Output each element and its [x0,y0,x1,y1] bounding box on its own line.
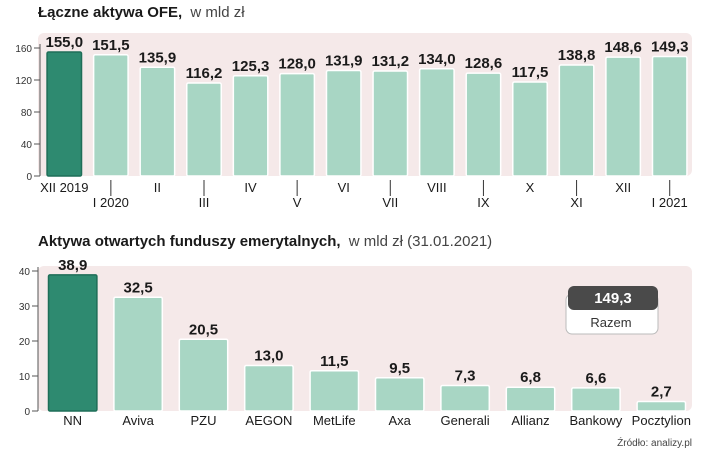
chart2-category-label: PZU [191,413,217,428]
chart1-bar [232,75,269,177]
source-note: Źródło: analizy.pl [617,436,692,449]
chart1-bar [372,70,409,177]
chart2-title-line: Aktywa otwartych funduszy emerytalnych, … [38,233,492,250]
chart2-value-label: 13,0 [254,348,283,365]
chart1-bar [92,54,129,177]
total-label: Razem [590,315,631,330]
chart1-value-label: 117,5 [512,64,549,81]
chart1-bar [186,82,222,177]
chart1-value-label: 148,6 [604,39,642,56]
chart2-ytick: 10 [19,372,31,383]
chart1-value-label: 135,9 [139,49,177,66]
chart1-value-label: 125,3 [232,58,270,75]
chart1-ytick: 0 [26,172,32,183]
chart1-value-label: 151,5 [92,37,130,54]
chart2-category-label: Pocztylion [632,413,691,428]
chart1-category-label: VIII [427,180,447,195]
chart2-category-label: AEGON [245,413,292,428]
chart1-value-label: 116,2 [186,65,223,82]
chart1-ytick: 40 [21,140,33,151]
chart2-category-label: MetLife [313,413,356,428]
chart2-bar [178,338,229,412]
chart2-subtitle: w mld zł (31.01.2021) [348,233,492,250]
total-value: 149,3 [594,290,632,307]
chart1-category-label: I 2021 [652,195,688,210]
chart1-ytick: 120 [15,76,32,87]
chart1-category-label: XI [570,195,582,210]
chart1-bar [418,68,455,177]
chart2-category-label: Axa [388,413,411,428]
chart2-bar [570,387,621,412]
chart2-ytick: 0 [24,407,30,418]
chart1-value-label: 128,6 [465,55,503,72]
chart1-bar [465,72,502,177]
chart1-category-label: VII [382,195,398,210]
chart1-value-label: 155,0 [46,34,84,51]
chart1-value-label: 134,0 [418,51,456,68]
chart2-category-label: Generali [441,413,490,428]
chart2-value-label: 9,5 [389,360,410,377]
chart1-category-label: IX [477,195,490,210]
chart2-bar [374,377,425,412]
chart2-title: Aktywa otwartych funduszy emerytalnych, [38,233,341,250]
chart1-category-label: X [526,180,535,195]
chart1-title: Łączne aktywa OFE, [38,4,182,21]
chart2-bars: 38,9 NN 32,5 Aviva 20,5 PZU 13,0 AEGON 11,5 MetLi… [47,257,691,428]
chart2-value-label: 6,6 [585,370,606,387]
total-badge: 149,3 Razem [565,286,659,335]
chart2-bar [309,370,360,412]
chart1-category-label: VI [338,180,350,195]
chart2-value-label: 38,9 [58,257,87,274]
chart1-value-label: 149,3 [651,39,689,56]
chart1-bar [325,69,362,177]
chart2-value-label: 11,5 [320,353,348,370]
chart2-category-label: NN [63,413,82,428]
chart2-ytick: 20 [19,337,31,348]
chart1-bar [139,66,176,177]
chart2-value-label: 2,7 [651,384,672,401]
chart1-category-label: XII 2019 [40,180,88,195]
chart2-category-label: Aviva [122,413,154,428]
chart1-category-label: III [199,195,210,210]
chart2-ytick: 40 [19,267,31,278]
chart1-value-label: 131,2 [372,53,410,70]
chart1-y-axis: 0 40 80 120 160 [15,44,41,183]
chart2-bar [47,274,98,412]
chart1-bar [46,51,83,177]
chart1-bar [558,64,595,177]
chart1-bar [651,55,688,177]
chart1-bar [279,72,316,177]
chart1-value-label: 138,8 [558,47,596,64]
chart1-title-line: Łączne aktywa OFE, w mld zł [38,4,245,21]
chart1-bars: 155,0 XII 2019 151,5 I 2020 135,9 II 116,2 III 1… [40,34,688,210]
total-badge-header [568,286,658,310]
chart1-category-label: II [154,180,161,195]
chart2-bar [505,386,556,412]
chart1-category-label: IV [244,180,257,195]
chart2-bar [636,400,687,412]
chart2-value-label: 32,5 [123,279,152,296]
chart1-value-label: 131,9 [325,52,363,69]
chart2-bar [243,364,294,412]
chart1-bar [605,56,642,177]
chart2-value-label: 6,8 [520,369,541,386]
chart1-ytick: 160 [15,44,32,55]
chart1-category-label: I 2020 [93,195,129,210]
chart2-bar [113,296,164,412]
chart1-ytick: 80 [21,108,33,119]
chart2-category-label: Bankowy [570,413,623,428]
chart1-category-label: V [293,195,302,210]
chart1-category-label: XII [615,180,631,195]
chart2-bar [440,384,491,412]
chart2-value-label: 20,5 [189,321,218,338]
chart2-value-label: 7,3 [455,367,476,384]
chart2-ytick: 30 [19,302,31,313]
chart1-value-label: 128,0 [278,56,316,73]
chart1-subtitle: w mld zł [189,4,245,21]
chart2-y-axis: 0 10 20 30 40 [19,267,39,418]
chart2-category-label: Allianz [511,413,549,428]
chart1-bar [512,81,548,177]
